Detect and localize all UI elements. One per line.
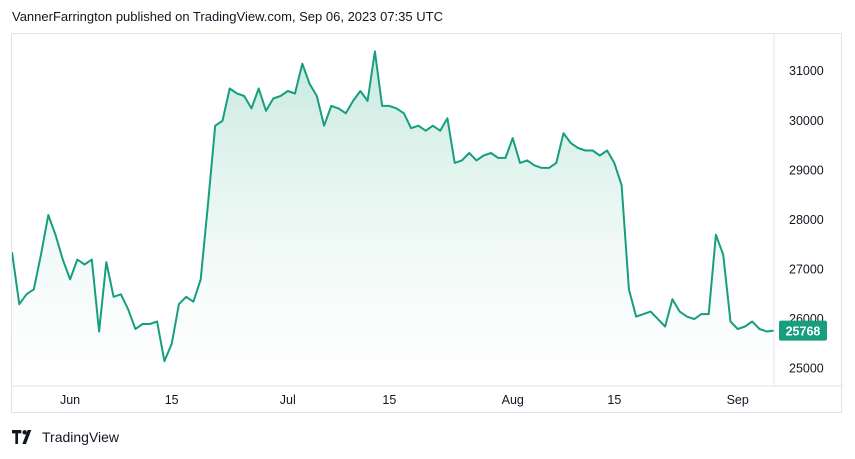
tradingview-logo-icon [12,430,32,444]
y-tick-label: 29000 [789,163,824,177]
x-tick-label: Jun [60,393,80,407]
last-price-badge [779,320,827,341]
y-tick-label: 25000 [789,362,824,376]
y-tick-label: 30000 [789,114,824,128]
x-tick-label: Sep [727,393,749,407]
last-price-label: 25768 [786,325,821,339]
y-tick-label: 28000 [789,213,824,227]
x-tick-label: 15 [165,393,179,407]
x-tick-label: 15 [607,393,621,407]
x-tick-label: 15 [382,393,396,407]
y-tick-label: 31000 [789,64,824,78]
x-tick-label: Jul [280,393,296,407]
price-line[interactable] [12,50,775,363]
tradingview-brand: TradingView [42,429,120,445]
chart-area[interactable]: 25000 26000 27000 28000 29000 30000 31000 Jun 15… [11,33,843,414]
footer-branding: TradingView [12,429,119,445]
y-tick-label: 27000 [789,262,824,276]
publish-info: VannerFarrington published on TradingVie… [12,9,443,24]
x-tick-label: Aug [502,393,524,407]
price-area-fill [12,51,774,387]
